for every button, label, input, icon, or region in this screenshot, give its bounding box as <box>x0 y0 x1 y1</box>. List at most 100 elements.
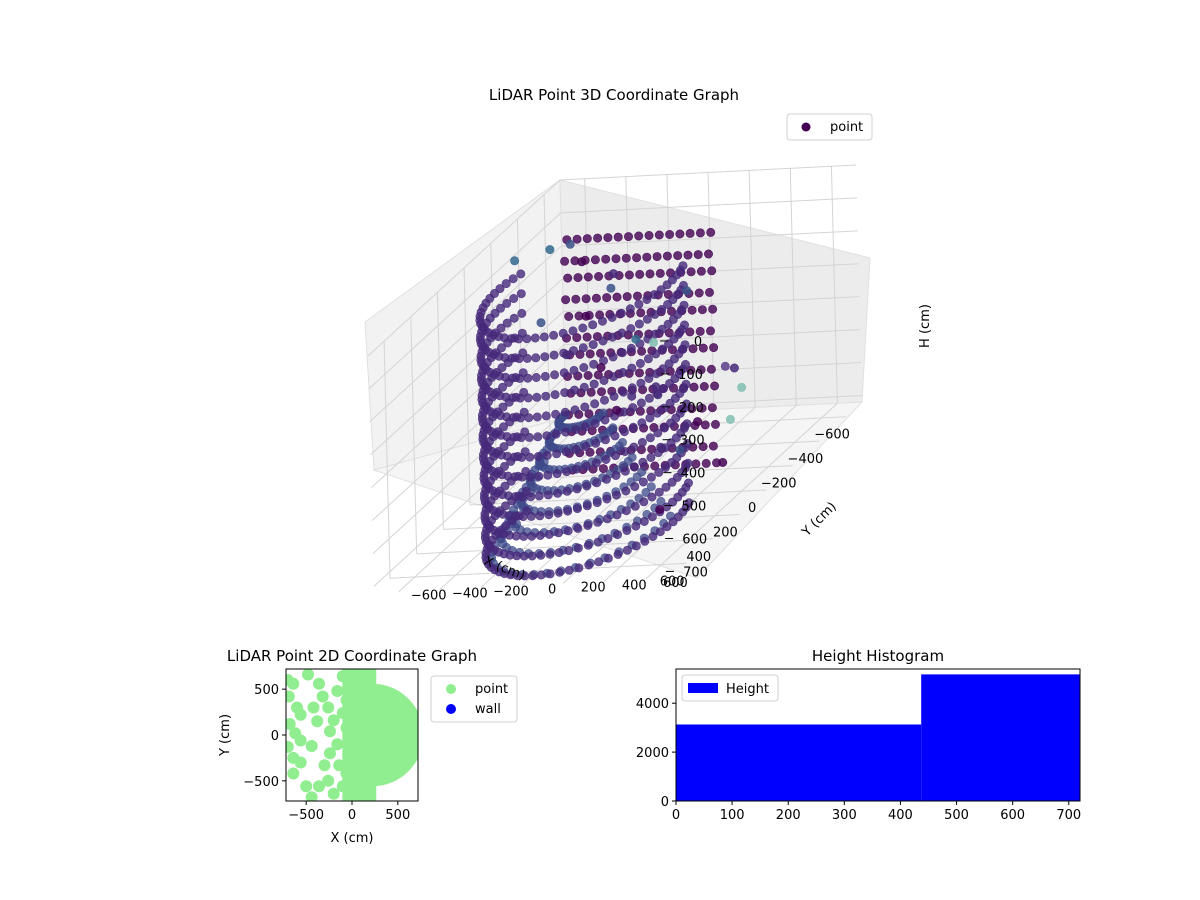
point-wall-164 <box>689 382 699 392</box>
point-outlier-4 <box>729 363 739 373</box>
grid-z-right-3 <box>370 278 563 456</box>
point-25 <box>318 759 331 772</box>
point-23 <box>331 738 344 751</box>
point-cyl-908 <box>682 438 692 448</box>
point-cyl-632 <box>517 452 527 462</box>
point-outlier-25 <box>655 505 665 515</box>
point-outlier-8 <box>725 414 735 424</box>
point-cyl-658 <box>533 451 543 461</box>
point-wall-68 <box>612 292 622 302</box>
point-outlier-15 <box>545 245 555 255</box>
point-wall-40 <box>590 255 600 265</box>
point-outlier-3 <box>606 283 616 293</box>
point-cyl-825 <box>651 369 661 379</box>
point-cyl-775 <box>619 427 629 437</box>
point-cyl-669 <box>541 411 551 421</box>
point-wall-34 <box>586 387 596 397</box>
point-cyl-899 <box>678 261 688 271</box>
point-cyl-660 <box>534 491 544 501</box>
point-wall-192 <box>710 419 720 429</box>
point-wall-3 <box>561 295 571 305</box>
point-cyl-798 <box>635 358 645 368</box>
hist-xtick-label-4: 400 <box>888 808 913 823</box>
point-13 <box>305 791 318 801</box>
point-wall-47 <box>596 387 606 397</box>
grid-z-right-0 <box>367 179 561 357</box>
point-cyl-672 <box>543 470 553 480</box>
histogram-ticks: 0 100 200 300 400 500 600 700 0 2000 4000 <box>636 697 1081 823</box>
point-outlier-23 <box>612 405 622 415</box>
point-cyl-834 <box>656 285 666 295</box>
point-cyl-783 <box>626 324 636 334</box>
point-cyl-799 <box>636 378 646 388</box>
point-cone-375 <box>637 467 647 477</box>
point-cyl-717 <box>578 323 588 333</box>
ztick-label-7: 700 <box>683 565 708 580</box>
point-cyl-640 <box>522 353 532 363</box>
point-cyl-708 <box>570 405 580 415</box>
point-cyl-697 <box>561 447 571 457</box>
point-cyl-693 <box>559 368 569 378</box>
point-wall-169 <box>695 228 705 238</box>
point-cyl-767 <box>612 530 622 540</box>
point-cyl-758 <box>608 352 618 362</box>
point-cyl-905 <box>681 379 691 389</box>
point-cyl-680 <box>550 370 560 380</box>
point-cyl-774 <box>619 407 629 417</box>
point-wall-81 <box>622 292 632 302</box>
point-cyl-659 <box>534 471 544 481</box>
point-wall-188 <box>709 343 719 353</box>
point-cyl-663 <box>536 550 546 560</box>
point-wall-51 <box>598 464 608 474</box>
point-cyl-656 <box>532 412 542 422</box>
point-wall-94 <box>632 291 642 301</box>
point-cyl-746 <box>599 375 609 385</box>
point-cyl-781 <box>622 545 632 555</box>
point-cyl-724 <box>581 461 591 471</box>
point-cyl-747 <box>599 395 609 405</box>
point-cyl-750 <box>601 454 611 464</box>
point-cyl-833 <box>655 527 665 537</box>
point-cyl-691 <box>558 328 568 338</box>
point-wall-42 <box>591 293 601 303</box>
point-cyl-827 <box>652 408 662 418</box>
point-cyl-626 <box>514 334 524 344</box>
point-cyl-661 <box>535 511 545 521</box>
point-cyl-765 <box>611 490 621 500</box>
point-cyl-788 <box>628 422 638 432</box>
point-cyl-653 <box>531 353 541 363</box>
point-12 <box>300 780 313 793</box>
point-cyl-696 <box>561 427 571 437</box>
point-outlier-16 <box>653 390 663 400</box>
point-17 <box>302 669 314 681</box>
point-outlier-24 <box>561 350 571 360</box>
point-20 <box>322 701 335 714</box>
point-wall-26 <box>582 234 592 244</box>
point-15 <box>322 774 335 787</box>
point-cyl-662 <box>535 530 545 540</box>
point-2 <box>286 690 295 703</box>
hist-ytick-label-0: 0 <box>661 795 669 810</box>
point-cyl-665 <box>539 332 549 342</box>
point-cyl-633 <box>517 472 527 482</box>
point-cyl-790 <box>629 462 639 472</box>
hist-xtick-label-7: 700 <box>1056 808 1081 823</box>
point-outlier-10 <box>627 391 637 401</box>
point-wall-41 <box>594 271 604 281</box>
point-35 <box>344 789 357 801</box>
point-wall-116 <box>650 461 660 471</box>
point-cyl-629 <box>515 393 525 403</box>
plot2d-legend-label-wall: wall <box>475 702 501 717</box>
point-cyl-720 <box>579 382 589 392</box>
point-cyl-646 <box>525 472 535 482</box>
point-cyl-664 <box>536 570 546 580</box>
point-wall-176 <box>696 365 706 375</box>
grid-z-right-2 <box>369 245 563 423</box>
point-cyl-838 <box>658 364 668 374</box>
plot2d-points <box>286 669 418 801</box>
point-cyl-840 <box>659 403 669 413</box>
point-cyl-736 <box>591 438 601 448</box>
point-cyl-796 <box>634 319 644 329</box>
ytick-label-3: 0 <box>548 582 556 597</box>
point-33 <box>342 749 355 762</box>
